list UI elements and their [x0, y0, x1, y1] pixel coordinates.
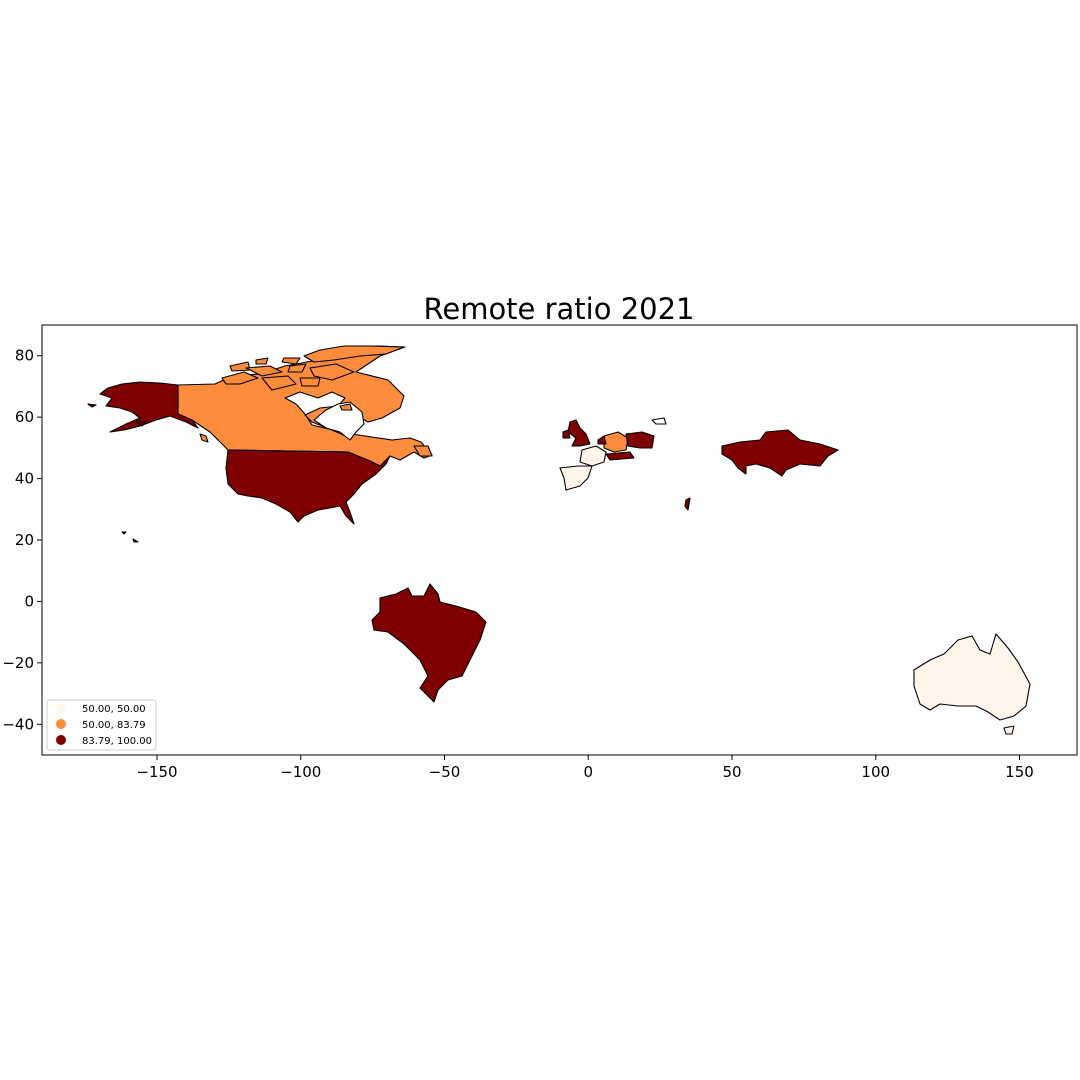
island-newfoundland: [413, 445, 433, 457]
country-spain: [559, 465, 593, 491]
island-arctic-2: [221, 371, 259, 385]
hudson-bay: [313, 401, 365, 441]
island-vancouver: [199, 433, 209, 443]
island-hawaii-1: [121, 531, 127, 535]
y-tick-label: −20: [2, 654, 34, 672]
map-title: Remote ratio 2021: [424, 292, 695, 326]
island-aleutian-1: [87, 403, 97, 408]
y-tick-label: 60: [15, 408, 34, 426]
island-arctic-9: [299, 377, 321, 387]
country-united-states: [225, 449, 391, 525]
x-tick-label: 50: [722, 763, 741, 781]
legend-box: [46, 699, 157, 751]
legend-marker: [56, 703, 66, 713]
legend-items: 50.00, 50.00 50.00, 83.79 83.79, 100.00: [56, 703, 152, 747]
island-arctic-6: [281, 357, 301, 365]
y-tick-label: 0: [24, 592, 34, 610]
legend-label: 50.00, 50.00: [82, 704, 146, 715]
country-israel: [684, 497, 691, 511]
y-tick-label: 80: [15, 347, 34, 365]
country-ireland-region: [562, 429, 571, 439]
country-brazil: [371, 583, 487, 703]
countries-layer: [87, 345, 1031, 735]
country-united-kingdom: [567, 419, 591, 447]
country-eastern-europe: [625, 431, 655, 449]
country-france: [579, 445, 607, 467]
country-netherlands-region: [597, 435, 607, 445]
x-tick-label: 100: [861, 763, 890, 781]
x-tick-label: −100: [280, 763, 321, 781]
legend-label: 83.79, 100.00: [82, 736, 152, 747]
x-tick-label: 150: [1005, 763, 1034, 781]
y-tick-label: −40: [2, 715, 34, 733]
island-tasmania: [1003, 725, 1015, 735]
island-aleutian-2: [135, 421, 147, 427]
legend-marker: [56, 735, 66, 745]
y-tick-label: 20: [15, 531, 34, 549]
legend-marker: [56, 719, 66, 729]
island-southampton: [339, 403, 353, 411]
country-central-europe: [603, 431, 629, 453]
x-tick-label: −150: [136, 763, 177, 781]
island-arctic-8: [309, 363, 355, 381]
country-finland-outline: [651, 417, 667, 425]
island-arctic-7: [303, 345, 405, 363]
y-axis: 80 60 40 20 0 −20 −40: [2, 347, 42, 733]
country-alaska: [99, 381, 199, 433]
island-arctic-5: [287, 363, 307, 373]
island-arctic-3: [245, 365, 283, 377]
legend-label: 50.00, 83.79: [82, 720, 146, 731]
legend: 50.00, 50.00 50.00, 83.79 83.79, 100.00: [46, 699, 157, 751]
island-hawaii-2: [132, 538, 139, 543]
island-arctic-4: [261, 375, 297, 391]
country-australia: [913, 633, 1031, 721]
x-axis: −150 −100 −50 0 50 100 150: [136, 755, 1034, 781]
y-tick-label: 40: [15, 470, 34, 488]
island-arctic-10: [255, 357, 269, 365]
country-kazakhstan: [721, 429, 839, 477]
x-tick-label: 0: [583, 763, 593, 781]
x-tick-label: −50: [429, 763, 461, 781]
country-hungary-region: [605, 451, 635, 461]
